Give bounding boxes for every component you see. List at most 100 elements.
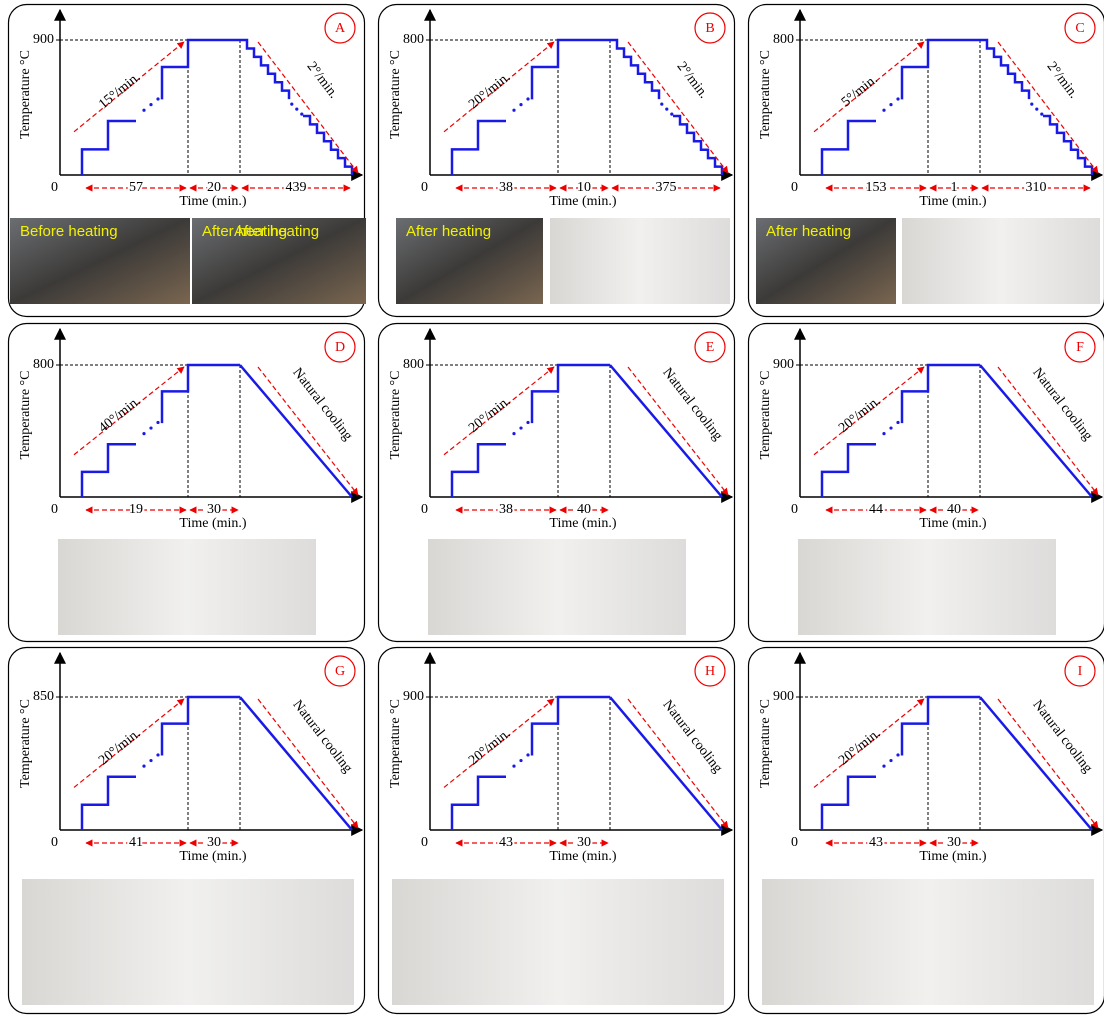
dot [149, 103, 152, 106]
duration-label: 19 [129, 502, 143, 517]
x-axis-label: Time (min.) [549, 516, 616, 531]
cooling-steps [240, 40, 352, 175]
origin-label: 0 [791, 835, 798, 850]
photo [798, 539, 1056, 635]
origin-label: 0 [791, 502, 798, 517]
duration-label: 30 [577, 835, 591, 850]
dot [142, 432, 145, 435]
duration-label: 38 [499, 502, 513, 517]
heating-steps [822, 777, 876, 830]
dot [300, 113, 303, 116]
dot [142, 109, 145, 112]
peak-label: 800 [33, 357, 54, 372]
heating-steps [82, 777, 136, 830]
dot [665, 108, 668, 111]
figure: 9000Temperature °CTime (min.)15°/min.2°/… [0, 0, 1104, 1017]
heating-top [902, 40, 980, 99]
cooling-rate: 2°/min. [1044, 59, 1081, 101]
duration-label: 44 [869, 502, 883, 517]
peak-label: 800 [403, 32, 424, 47]
origin-label: 0 [51, 835, 58, 850]
heating-rate: 5°/min. [839, 72, 881, 110]
panel: 8000Temperature °CTime (min.)5°/min.2°/m… [749, 5, 1104, 317]
dot [526, 97, 529, 100]
cooling-rate: Natural cooling [289, 365, 355, 443]
origin-label: 0 [51, 180, 58, 195]
dot [896, 421, 899, 424]
photo-caption: After heating [234, 223, 319, 240]
dot [526, 421, 529, 424]
photo [22, 879, 354, 1005]
dot [512, 432, 515, 435]
dot [156, 421, 159, 424]
panel-letter: E [706, 340, 715, 355]
photo [428, 539, 686, 635]
duration-label: 375 [656, 180, 677, 195]
x-axis-label: Time (min.) [919, 194, 986, 209]
origin-label: 0 [51, 502, 58, 517]
panel: 9000Temperature °CTime (min.)20°/min.Nat… [749, 648, 1104, 1014]
origin-label: 0 [421, 835, 428, 850]
origin-label: 0 [791, 180, 798, 195]
x-axis-label: Time (min.) [549, 849, 616, 864]
heating-rate: 20°/min. [836, 394, 883, 436]
duration-label: 43 [869, 835, 883, 850]
cooling-rate: Natural cooling [289, 698, 354, 776]
panel-letter: I [1078, 664, 1083, 679]
origin-label: 0 [421, 180, 428, 195]
dot [1040, 113, 1043, 116]
dot [889, 426, 892, 429]
duration-label: 1 [951, 180, 958, 195]
y-axis-label: Temperature °C [758, 371, 773, 460]
heating-steps [452, 444, 506, 497]
y-axis-label: Temperature °C [388, 50, 403, 139]
duration-label: 153 [866, 180, 887, 195]
dot [660, 103, 663, 106]
origin-label: 0 [421, 502, 428, 517]
heating-rate: 20°/min. [466, 70, 513, 112]
dot [1035, 108, 1038, 111]
heating-steps [82, 444, 136, 497]
y-axis-label: Temperature °C [18, 371, 33, 460]
dot [519, 426, 522, 429]
cooling-arrow [258, 42, 358, 173]
dot [290, 103, 293, 106]
cooling-rate: Natural cooling [659, 365, 725, 443]
y-axis-label: Temperature °C [388, 371, 403, 460]
heating-rate: 20°/min. [836, 726, 883, 768]
dot [156, 97, 159, 100]
duration-label: 10 [577, 180, 591, 195]
duration-label: 30 [207, 835, 221, 850]
duration-label: 439 [286, 180, 307, 195]
dot [882, 109, 885, 112]
heating-rate: 20°/min. [466, 726, 513, 768]
photo [762, 879, 1094, 1005]
dot [1030, 103, 1033, 106]
heating-top [162, 365, 240, 423]
heating-steps [822, 444, 876, 497]
dot [519, 103, 522, 106]
heating-steps [452, 777, 506, 830]
duration-label: 41 [129, 835, 143, 850]
heating-steps [452, 121, 506, 175]
panel-letter: F [1076, 340, 1084, 355]
dot [889, 759, 892, 762]
peak-label: 900 [773, 357, 794, 372]
dot [519, 759, 522, 762]
y-axis-label: Temperature °C [388, 699, 403, 788]
cooling-rate: 2°/min. [674, 59, 711, 101]
heating-top [532, 697, 610, 756]
duration-label: 38 [499, 180, 513, 195]
duration-label: 40 [947, 502, 961, 517]
x-axis-label: Time (min.) [179, 849, 246, 864]
cooling-rate: Natural cooling [1029, 365, 1095, 443]
duration-label: 57 [129, 180, 143, 195]
cooling-rate: Natural cooling [659, 698, 724, 776]
dot [882, 765, 885, 768]
dot [896, 753, 899, 756]
dot [512, 765, 515, 768]
heating-rate: 15°/min. [96, 70, 143, 112]
dot [295, 108, 298, 111]
